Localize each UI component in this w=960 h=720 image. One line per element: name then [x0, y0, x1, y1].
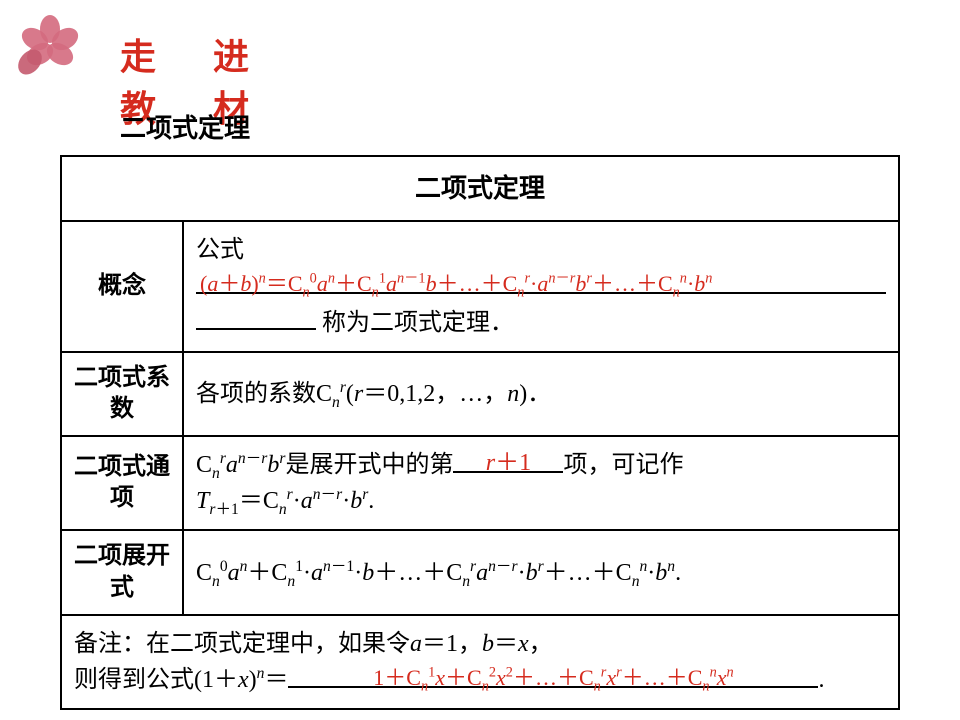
theorem-table: 二项式定理 概念 公式 (a＋b)n＝Cn0an＋Cn1an－1b＋…＋Cnr·…	[60, 155, 900, 710]
expansion-cell: Cn0an＋Cn1·an－1·b＋…＋Cnran－r·br＋…＋Cnn·bn.	[183, 530, 899, 614]
row-general-term: 二项式通项 Cnran－rbr是展开式中的第r＋1项，可记作Tr＋1＝Cnr·a…	[61, 436, 899, 530]
concept-blank-2	[196, 304, 316, 330]
concept-after: 称为二项式定理．	[322, 310, 514, 336]
table-title: 二项式定理	[61, 156, 899, 221]
note-blank: 1＋Cn1x＋Cn2x2＋…＋Cnrxr＋…＋Cnnxn	[288, 662, 818, 688]
header-logo: 走 进 教 材	[10, 10, 360, 80]
gt-blank: r＋1	[453, 447, 563, 473]
coeff-cell: 各项的系数Cnr(r＝0,1,2，…，n)．	[183, 352, 899, 436]
gt-before: Cnran－rbr是展开式中的第	[196, 452, 453, 478]
general-term-cell: Cnran－rbr是展开式中的第r＋1项，可记作Tr＋1＝Cnr·an－r·br…	[183, 436, 899, 530]
note-cell: 备注：在二项式定理中，如果令a＝1，b＝x，则得到公式(1＋x)n＝1＋Cn1x…	[61, 615, 899, 709]
concept-before: 公式	[196, 237, 244, 263]
concept-fill-1: (a＋b)n＝Cn0an＋Cn1an－1b＋…＋Cnr·an－rbr＋…＋Cnn…	[196, 271, 716, 296]
row-concept: 概念 公式 (a＋b)n＝Cn0an＋Cn1an－1b＋…＋Cnr·an－rbr…	[61, 221, 899, 352]
general-term-label: 二项式通项	[61, 436, 183, 530]
concept-blank-1: (a＋b)n＝Cn0an＋Cn1an－1b＋…＋Cnr·an－rbr＋…＋Cnn…	[196, 268, 886, 294]
row-coeff: 二项式系数 各项的系数Cnr(r＝0,1,2，…，n)．	[61, 352, 899, 436]
flower-decoration	[10, 10, 90, 70]
gt-fill: r＋1	[482, 450, 535, 476]
row-expansion: 二项展开式 Cn0an＋Cn1·an－1·b＋…＋Cnran－r·br＋…＋Cn…	[61, 530, 899, 614]
concept-label: 概念	[61, 221, 183, 352]
section-title: 二项式定理	[120, 108, 250, 145]
concept-cell: 公式 (a＋b)n＝Cn0an＋Cn1an－1b＋…＋Cnr·an－rbr＋…＋…	[183, 221, 899, 352]
coeff-label: 二项式系数	[61, 352, 183, 436]
note-after: .	[818, 667, 824, 693]
expansion-label: 二项展开式	[61, 530, 183, 614]
row-note: 备注：在二项式定理中，如果令a＝1，b＝x，则得到公式(1＋x)n＝1＋Cn1x…	[61, 615, 899, 709]
note-fill: 1＋Cn1x＋Cn2x2＋…＋Cnrxr＋…＋Cnnxn	[369, 665, 737, 690]
